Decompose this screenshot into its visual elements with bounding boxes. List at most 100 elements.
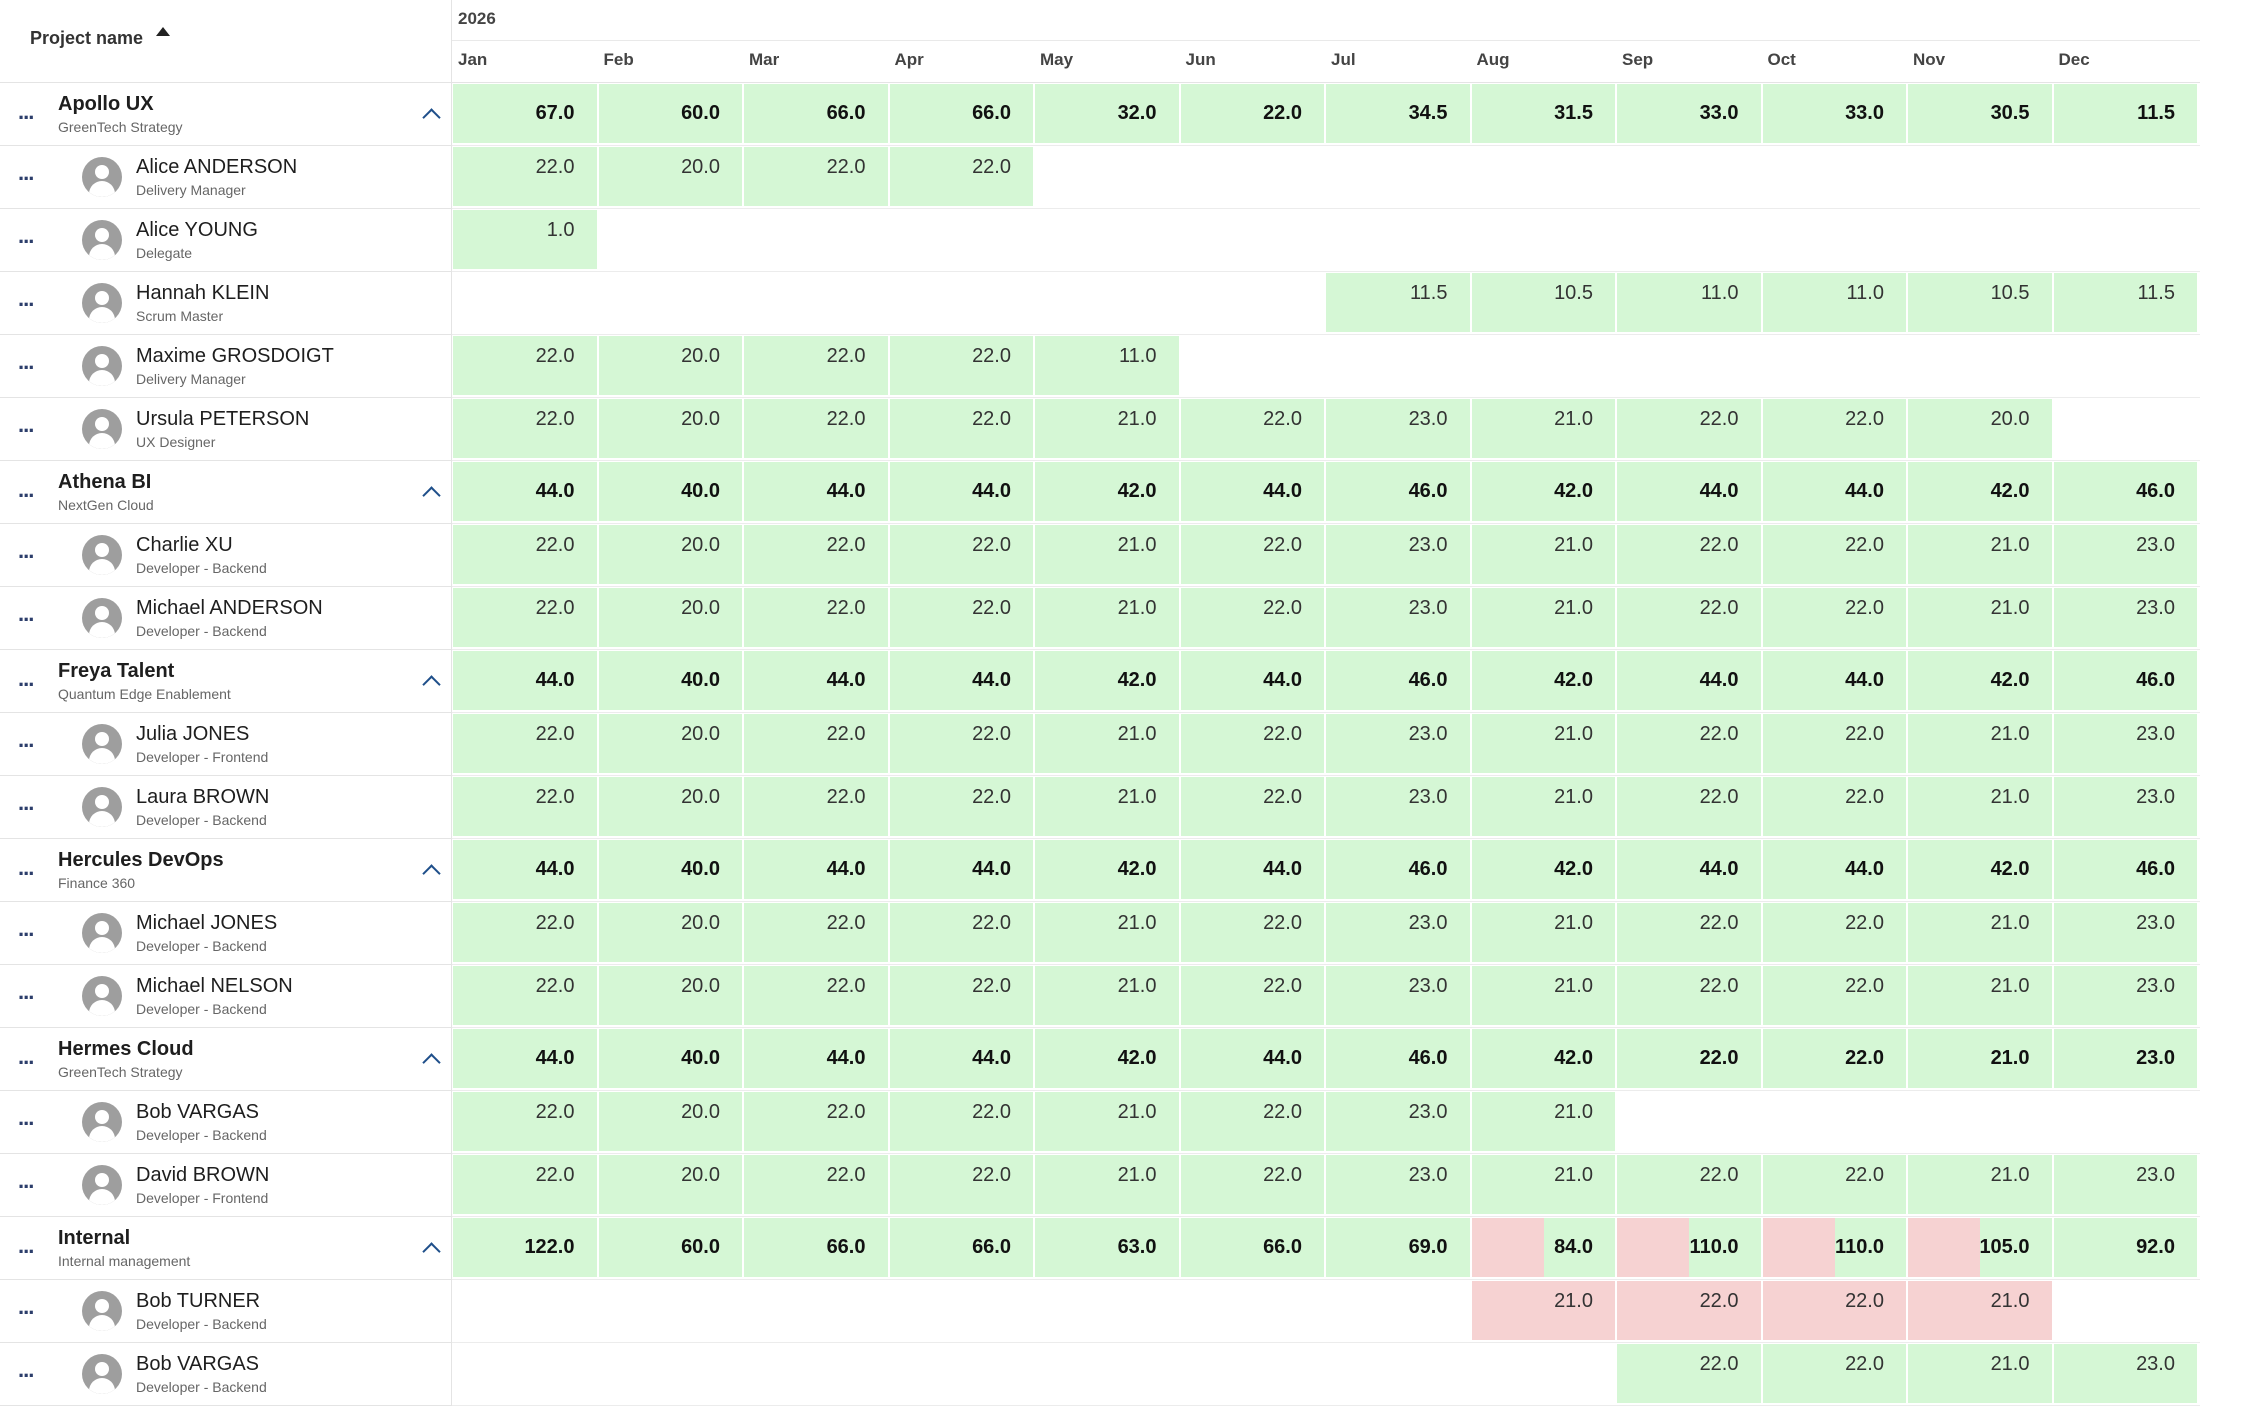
month-cell[interactable]: 20.0 [598,588,742,647]
month-cell[interactable]: 22.0 [889,777,1033,836]
resource-name[interactable]: Bob TURNER [136,1290,261,1312]
month-cell[interactable]: 46.0 [1326,651,1470,710]
month-cell[interactable]: 44.0 [453,840,597,899]
month-cell[interactable]: 21.0 [1471,1092,1615,1151]
month-cell[interactable]: 23.0 [2053,588,2197,647]
month-cell[interactable]: 23.0 [2053,714,2197,773]
month-cell[interactable]: 10.5 [1471,273,1615,332]
month-cell[interactable]: 92.0 [2053,1218,2197,1277]
chevron-up-icon[interactable] [422,1242,441,1261]
month-cell[interactable]: 22.0 [1180,525,1324,584]
month-cell[interactable]: 42.0 [1035,840,1179,899]
month-cell[interactable]: 84.0 [1471,1218,1615,1277]
resource-row[interactable]: ... Bob VARGAS Developer - Backend [0,1091,452,1154]
month-cell[interactable]: 21.0 [1908,588,2052,647]
month-cell[interactable]: 22.0 [453,966,597,1025]
resource-name[interactable]: Maxime GROSDOIGT [136,345,334,367]
month-cell[interactable]: 42.0 [1908,651,2052,710]
project-name[interactable]: Athena BI [58,471,152,493]
month-cell[interactable]: 60.0 [598,84,742,143]
month-cell[interactable]: 22.0 [889,903,1033,962]
more-horizontal-icon[interactable]: ... [18,1233,34,1258]
month-cell[interactable]: 42.0 [1035,1029,1179,1088]
month-cell[interactable]: 67.0 [453,84,597,143]
month-cell[interactable]: 23.0 [1326,777,1470,836]
month-cell[interactable]: 21.0 [1035,966,1179,1025]
resource-name[interactable]: Bob VARGAS [136,1353,260,1375]
month-cell[interactable]: 22.0 [1762,1281,1906,1340]
month-cell[interactable]: 21.0 [1471,714,1615,773]
month-cell[interactable]: 46.0 [1326,462,1470,521]
month-cell[interactable]: 22.0 [744,903,888,962]
month-cell[interactable]: 22.0 [1617,525,1761,584]
month-cell[interactable]: 22.0 [1617,714,1761,773]
month-cell[interactable]: 21.0 [1908,1155,2052,1214]
resource-name[interactable]: David BROWN [136,1164,270,1186]
month-cell[interactable]: 44.0 [889,651,1033,710]
month-cell[interactable]: 22.0 [1617,588,1761,647]
project-name-header-label[interactable]: Project name [30,28,144,48]
resource-name[interactable]: Charlie XU [136,534,233,556]
month-cell[interactable]: 21.0 [1035,1092,1179,1151]
chevron-up-icon[interactable] [422,108,441,127]
resource-row[interactable]: ... Bob TURNER Developer - Backend [0,1280,452,1343]
month-cell[interactable]: 23.0 [1326,714,1470,773]
month-cell[interactable]: 10.5 [1908,273,2052,332]
month-cell[interactable]: 44.0 [453,462,597,521]
month-cell[interactable]: 44.0 [1617,462,1761,521]
month-cell[interactable]: 22.0 [744,966,888,1025]
month-cell[interactable]: 20.0 [1908,399,2052,458]
month-cell[interactable]: 22.0 [889,1092,1033,1151]
month-cell[interactable]: 22.0 [1762,777,1906,836]
resource-row[interactable]: ... Bob VARGAS Developer - Backend [0,1343,452,1406]
month-cell[interactable]: 22.0 [1180,84,1324,143]
project-name[interactable]: Apollo UX [58,93,154,115]
month-cell[interactable]: 21.0 [1035,903,1179,962]
month-cell[interactable]: 22.0 [1180,714,1324,773]
month-cell[interactable]: 66.0 [889,1218,1033,1277]
resource-name[interactable]: Michael ANDERSON [136,597,323,619]
month-cell[interactable]: 44.0 [453,1029,597,1088]
month-cell[interactable]: 22.0 [744,336,888,395]
month-cell[interactable]: 22.0 [1762,525,1906,584]
month-cell[interactable]: 22.0 [1617,777,1761,836]
month-cell[interactable]: 21.0 [1471,777,1615,836]
project-row[interactable]: ... Apollo UX GreenTech Strategy [0,83,452,146]
month-cell[interactable]: 63.0 [1035,1218,1179,1277]
month-cell[interactable]: 21.0 [1908,714,2052,773]
month-cell[interactable]: 40.0 [598,1029,742,1088]
month-cell[interactable]: 44.0 [744,651,888,710]
month-cell[interactable]: 21.0 [1471,588,1615,647]
month-cell[interactable]: 44.0 [453,651,597,710]
month-cell[interactable]: 22.0 [1180,903,1324,962]
month-cell[interactable]: 20.0 [598,714,742,773]
month-cell[interactable]: 22.0 [744,777,888,836]
more-horizontal-icon[interactable]: ... [18,727,34,752]
month-cell[interactable]: 22.0 [889,966,1033,1025]
month-cell[interactable]: 22.0 [744,1155,888,1214]
month-cell[interactable]: 46.0 [2053,462,2197,521]
month-cell[interactable]: 21.0 [1471,966,1615,1025]
month-cell[interactable]: 42.0 [1908,840,2052,899]
resource-row[interactable]: ... Julia JONES Developer - Frontend [0,713,452,776]
month-cell[interactable]: 11.0 [1035,336,1179,395]
month-cell[interactable]: 44.0 [1762,462,1906,521]
chevron-up-icon[interactable] [422,1053,441,1072]
more-horizontal-icon[interactable]: ... [18,99,34,124]
sort-ascending-icon[interactable] [156,27,170,36]
month-cell[interactable]: 21.0 [1908,903,2052,962]
month-cell[interactable]: 42.0 [1908,462,2052,521]
month-cell[interactable]: 23.0 [2053,1344,2197,1403]
month-cell[interactable]: 40.0 [598,462,742,521]
more-horizontal-icon[interactable]: ... [18,790,34,815]
month-cell[interactable]: 22.0 [1180,1092,1324,1151]
more-horizontal-icon[interactable]: ... [18,160,34,185]
month-cell[interactable]: 33.0 [1762,84,1906,143]
month-cell[interactable]: 11.5 [1326,273,1470,332]
month-cell[interactable]: 21.0 [1908,966,2052,1025]
month-cell[interactable]: 22.0 [1617,1344,1761,1403]
resource-row[interactable]: ... Alice YOUNG Delegate [0,209,452,272]
month-cell[interactable]: 23.0 [1326,966,1470,1025]
month-cell[interactable]: 11.5 [2053,273,2197,332]
month-cell[interactable]: 20.0 [598,1092,742,1151]
